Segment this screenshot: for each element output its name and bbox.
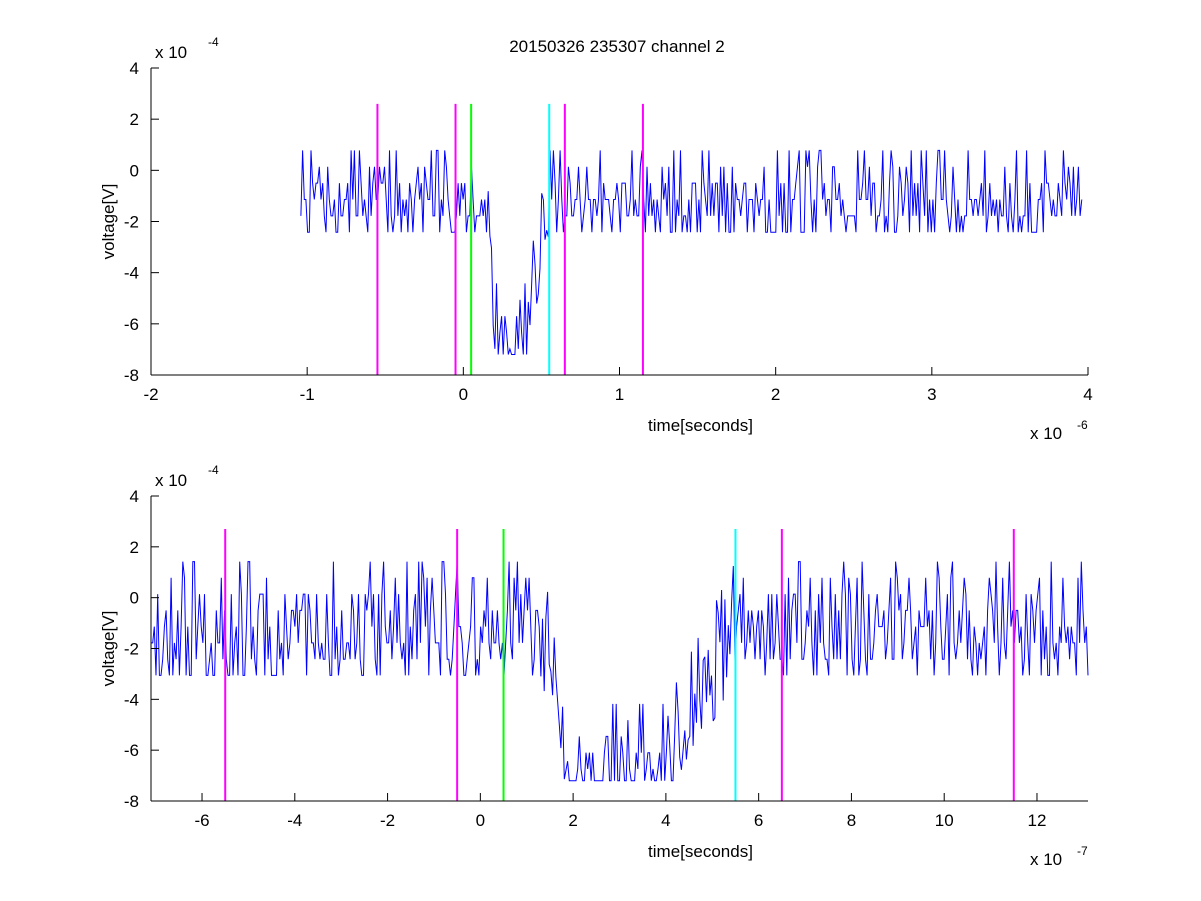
x-multiplier-label: x 10 bbox=[1030, 850, 1062, 869]
x-tick-label: 0 bbox=[476, 811, 485, 830]
y-tick-label: 2 bbox=[130, 110, 139, 129]
x-tick-label: -2 bbox=[143, 385, 158, 404]
y-tick-label: 0 bbox=[130, 161, 139, 180]
y-tick-label: -4 bbox=[124, 690, 139, 709]
y-tick-label: -8 bbox=[124, 792, 139, 811]
x-multiplier-exponent: -6 bbox=[1077, 418, 1088, 432]
x-tick-label: 6 bbox=[754, 811, 763, 830]
x-tick-label: 8 bbox=[847, 811, 856, 830]
x-tick-label: -2 bbox=[380, 811, 395, 830]
bottom-chart: -6 -4 -2 0 2 4 6 8 10 12 -8 -6 -4 -2 0 2 4 time[seconds] v… bbox=[99, 463, 1089, 869]
x-multiplier-label: x 10 bbox=[1030, 424, 1062, 443]
x-tick-label: 4 bbox=[1083, 385, 1092, 404]
y-multiplier-label: x 10 bbox=[155, 471, 187, 490]
signal-trace bbox=[151, 561, 1089, 782]
x-tick-label: -6 bbox=[194, 811, 209, 830]
x-tick-label: 10 bbox=[935, 811, 954, 830]
y-tick-label: -4 bbox=[124, 264, 139, 283]
signal-trace bbox=[300, 149, 1083, 355]
y-multiplier-label: x 10 bbox=[155, 43, 187, 62]
y-tick-label: 0 bbox=[130, 589, 139, 608]
x-axis-label: time[seconds] bbox=[648, 416, 753, 435]
top-chart: -2 -1 0 1 2 3 4 -8 -6 -4 -2 0 2 4 time[seconds] voltage… bbox=[99, 35, 1093, 443]
x-multiplier-exponent: -7 bbox=[1077, 844, 1088, 858]
y-tick-label: -8 bbox=[124, 366, 139, 385]
x-tick-label: 2 bbox=[771, 385, 780, 404]
x-tick-label: 3 bbox=[927, 385, 936, 404]
y-multiplier-exponent: -4 bbox=[208, 463, 219, 477]
x-tick-label: -4 bbox=[287, 811, 302, 830]
x-axis-label: time[seconds] bbox=[648, 842, 753, 861]
y-tick-label: 2 bbox=[130, 538, 139, 557]
figure-title: 20150326 235307 channel 2 bbox=[509, 37, 725, 56]
x-tick-label: 0 bbox=[459, 385, 468, 404]
y-multiplier-exponent: -4 bbox=[208, 35, 219, 49]
x-tick-label: -1 bbox=[300, 385, 315, 404]
y-axis-label: voltage[V] bbox=[99, 184, 118, 260]
y-tick-label: -6 bbox=[124, 741, 139, 760]
y-tick-label: 4 bbox=[130, 487, 139, 506]
y-tick-label: -6 bbox=[124, 315, 139, 334]
x-tick-label: 4 bbox=[661, 811, 670, 830]
y-tick-label: -2 bbox=[124, 213, 139, 232]
y-tick-label: -2 bbox=[124, 640, 139, 659]
x-tick-label: 12 bbox=[1028, 811, 1047, 830]
x-tick-label: 1 bbox=[615, 385, 624, 404]
y-axis-label: voltage[V] bbox=[99, 611, 118, 687]
y-tick-label: 4 bbox=[130, 59, 139, 78]
x-tick-label: 2 bbox=[568, 811, 577, 830]
